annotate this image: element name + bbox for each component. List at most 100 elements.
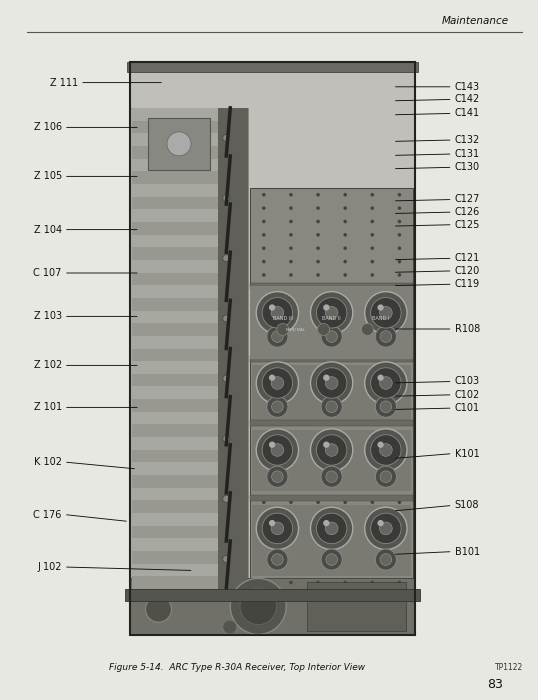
Bar bbox=[132, 349, 230, 361]
Circle shape bbox=[271, 307, 284, 319]
Circle shape bbox=[371, 298, 401, 328]
Circle shape bbox=[371, 273, 374, 276]
Circle shape bbox=[343, 500, 347, 504]
Circle shape bbox=[262, 233, 266, 237]
Circle shape bbox=[272, 554, 283, 566]
Circle shape bbox=[262, 286, 266, 290]
Text: C141: C141 bbox=[455, 108, 480, 118]
Circle shape bbox=[256, 292, 299, 334]
Circle shape bbox=[379, 307, 392, 319]
Circle shape bbox=[223, 375, 230, 382]
Circle shape bbox=[289, 420, 293, 424]
Circle shape bbox=[379, 444, 392, 456]
Circle shape bbox=[289, 206, 293, 210]
Text: R108: R108 bbox=[455, 324, 480, 334]
Bar bbox=[252, 295, 411, 349]
Circle shape bbox=[316, 340, 320, 344]
Text: Z 102: Z 102 bbox=[33, 360, 62, 370]
Circle shape bbox=[316, 435, 347, 466]
Circle shape bbox=[262, 298, 293, 328]
Text: C142: C142 bbox=[455, 94, 480, 104]
Circle shape bbox=[316, 420, 320, 424]
Bar bbox=[132, 323, 230, 336]
Circle shape bbox=[398, 474, 401, 477]
Bar bbox=[132, 450, 230, 463]
Text: C119: C119 bbox=[455, 279, 480, 289]
Circle shape bbox=[398, 367, 401, 370]
Circle shape bbox=[262, 500, 266, 504]
Circle shape bbox=[223, 195, 230, 202]
Circle shape bbox=[371, 260, 374, 263]
Bar bbox=[130, 578, 415, 635]
Circle shape bbox=[398, 554, 401, 557]
Circle shape bbox=[326, 554, 337, 566]
Text: S108: S108 bbox=[455, 500, 479, 510]
Circle shape bbox=[371, 407, 374, 410]
Text: C103: C103 bbox=[455, 377, 480, 386]
Bar bbox=[132, 412, 230, 424]
Circle shape bbox=[371, 527, 374, 531]
Text: C120: C120 bbox=[455, 266, 480, 276]
Circle shape bbox=[343, 233, 347, 237]
Bar bbox=[132, 184, 230, 197]
Circle shape bbox=[343, 487, 347, 491]
Text: C132: C132 bbox=[455, 135, 480, 145]
Circle shape bbox=[316, 206, 320, 210]
Circle shape bbox=[371, 233, 374, 237]
Bar bbox=[132, 551, 230, 564]
Circle shape bbox=[343, 260, 347, 263]
Circle shape bbox=[398, 527, 401, 531]
Circle shape bbox=[316, 474, 320, 477]
Circle shape bbox=[289, 233, 293, 237]
Circle shape bbox=[343, 246, 347, 250]
Text: Z 101: Z 101 bbox=[34, 402, 62, 412]
Circle shape bbox=[269, 520, 275, 526]
Circle shape bbox=[398, 567, 401, 571]
Circle shape bbox=[289, 220, 293, 223]
Circle shape bbox=[262, 368, 293, 398]
Circle shape bbox=[269, 304, 275, 311]
Circle shape bbox=[223, 435, 230, 442]
Circle shape bbox=[398, 514, 401, 517]
Circle shape bbox=[310, 429, 353, 471]
Circle shape bbox=[321, 549, 342, 570]
Circle shape bbox=[343, 193, 347, 197]
Circle shape bbox=[262, 461, 266, 464]
Circle shape bbox=[262, 327, 266, 330]
Circle shape bbox=[262, 435, 293, 466]
Bar bbox=[132, 234, 230, 247]
Circle shape bbox=[262, 354, 266, 357]
Circle shape bbox=[323, 520, 329, 526]
Bar bbox=[132, 538, 230, 551]
Text: C101: C101 bbox=[455, 403, 480, 413]
Text: Figure 5-14.  ARC Type R-30A Receiver, Top Interior View: Figure 5-14. ARC Type R-30A Receiver, To… bbox=[109, 664, 365, 672]
Circle shape bbox=[343, 567, 347, 571]
Circle shape bbox=[326, 401, 337, 412]
Text: C131: C131 bbox=[455, 149, 480, 159]
Circle shape bbox=[262, 513, 293, 544]
Circle shape bbox=[271, 377, 284, 389]
Bar bbox=[132, 120, 230, 133]
Circle shape bbox=[379, 522, 392, 535]
Circle shape bbox=[371, 540, 374, 544]
Circle shape bbox=[267, 326, 288, 347]
Bar bbox=[132, 222, 230, 235]
Circle shape bbox=[262, 273, 266, 276]
Circle shape bbox=[325, 307, 338, 319]
Text: C 176: C 176 bbox=[33, 510, 62, 519]
Circle shape bbox=[371, 554, 374, 557]
Circle shape bbox=[272, 401, 283, 412]
Bar bbox=[252, 365, 411, 419]
Circle shape bbox=[343, 474, 347, 477]
Circle shape bbox=[277, 323, 289, 335]
Circle shape bbox=[223, 134, 230, 141]
Text: 83: 83 bbox=[487, 678, 503, 691]
Circle shape bbox=[316, 554, 320, 557]
Circle shape bbox=[289, 273, 293, 276]
Bar bbox=[125, 589, 420, 601]
Bar bbox=[132, 577, 230, 589]
Bar bbox=[250, 420, 413, 426]
Circle shape bbox=[289, 327, 293, 330]
Circle shape bbox=[316, 286, 320, 290]
Circle shape bbox=[371, 447, 374, 451]
